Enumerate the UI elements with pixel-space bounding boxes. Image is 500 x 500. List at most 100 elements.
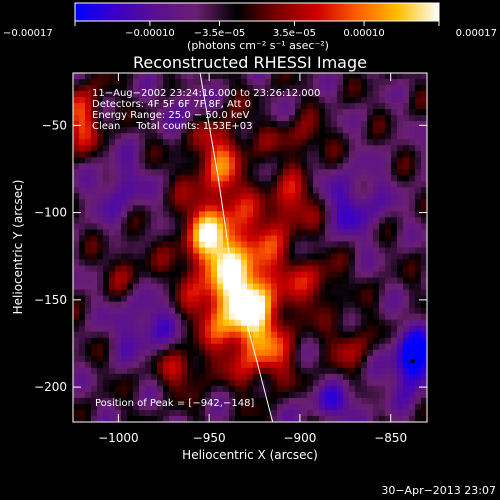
heatmap-cell [169, 253, 176, 261]
heatmap-cell [223, 397, 230, 405]
heatmap-cell [421, 193, 427, 200]
heatmap-cell [259, 205, 266, 212]
heatmap-cell [325, 331, 332, 339]
heatmap-cell [373, 193, 380, 200]
heatmap-cell [331, 355, 338, 363]
heatmap-cell [175, 265, 182, 273]
heatmap-cell [373, 307, 380, 315]
heatmap-cell [319, 181, 326, 188]
heatmap-cell [259, 247, 266, 255]
heatmap-cell [421, 361, 427, 369]
heatmap-cell [415, 265, 422, 273]
heatmap-cell [247, 85, 254, 92]
heatmap-cell [109, 361, 116, 369]
heatmap-cell [181, 247, 188, 255]
heatmap-cell [289, 241, 296, 249]
heatmap-cell [73, 175, 80, 182]
heatmap-cell [289, 139, 296, 146]
heatmap-cell [109, 157, 116, 164]
heatmap-cell [223, 169, 230, 176]
heatmap-cell [79, 169, 86, 176]
heatmap-cell [223, 127, 230, 134]
heatmap-cell [361, 259, 368, 267]
heatmap-cell [403, 97, 410, 104]
heatmap-cell [157, 367, 164, 375]
heatmap-cell [301, 115, 308, 122]
heatmap-cell [325, 211, 332, 219]
heatmap-cell [97, 235, 104, 243]
heatmap-cell [175, 223, 182, 231]
heatmap-cell [91, 121, 98, 128]
heatmap-cell [253, 271, 260, 279]
heatmap-cell [355, 415, 362, 422]
heatmap-cell [397, 241, 404, 249]
heatmap-cell [97, 319, 104, 327]
heatmap-cell [355, 385, 362, 393]
heatmap-cell [295, 187, 302, 194]
heatmap-cell [319, 91, 326, 98]
heatmap-cell [175, 253, 182, 261]
heatmap-cell [391, 409, 398, 417]
heatmap-cell [283, 139, 290, 146]
heatmap-cell [313, 367, 320, 375]
heatmap-cell [289, 295, 296, 303]
heatmap-cell [271, 337, 278, 345]
heatmap-cell [307, 289, 314, 297]
heatmap-cell [295, 259, 302, 267]
heatmap-cell [343, 127, 350, 134]
heatmap-cell [121, 151, 128, 158]
heatmap-cell [361, 163, 368, 170]
heatmap-cell [97, 253, 104, 261]
heatmap-cell [343, 79, 350, 86]
heatmap-cell [265, 355, 272, 363]
heatmap-cell [109, 127, 116, 134]
heatmap-cell [247, 151, 254, 158]
heatmap-cell [187, 409, 194, 417]
heatmap-cell [103, 211, 110, 219]
heatmap-cell [169, 307, 176, 315]
heatmap-cell [97, 139, 104, 146]
heatmap-cell [361, 175, 368, 182]
heatmap-cell [235, 121, 242, 128]
heatmap-cell [181, 133, 188, 140]
heatmap-cell [235, 163, 242, 170]
heatmap-cell [97, 91, 104, 98]
heatmap-cell [331, 217, 338, 225]
heatmap-cell [421, 319, 427, 327]
heatmap-cell [235, 349, 242, 357]
heatmap-cell [397, 355, 404, 363]
heatmap-cell [229, 145, 236, 152]
heatmap-cell [259, 385, 266, 393]
heatmap-cell [145, 73, 152, 80]
heatmap-cell [217, 79, 224, 86]
heatmap-cell [139, 415, 146, 422]
heatmap-cell [409, 187, 416, 194]
heatmap-cell [223, 373, 230, 381]
heatmap-cell [193, 277, 200, 285]
heatmap-cell [97, 79, 104, 86]
heatmap-cell [85, 103, 92, 110]
heatmap-cell [349, 193, 356, 200]
heatmap-cell [103, 277, 110, 285]
heatmap-cell [235, 415, 242, 422]
heatmap-cell [259, 361, 266, 369]
heatmap-cell [397, 175, 404, 182]
heatmap-cell [253, 313, 260, 321]
heatmap-cell [223, 349, 230, 357]
heatmap-cell [151, 391, 158, 399]
heatmap-cell [421, 103, 427, 110]
heatmap-cell [211, 235, 218, 243]
heatmap-cell [289, 97, 296, 104]
heatmap-cell [115, 97, 122, 104]
heatmap-cell [343, 385, 350, 393]
heatmap-cell [241, 175, 248, 182]
heatmap-cell [211, 373, 218, 381]
heatmap-cell [211, 229, 218, 237]
heatmap-cell [91, 91, 98, 98]
heatmap-cell [175, 409, 182, 417]
heatmap-cell [241, 229, 248, 237]
heatmap-cell [253, 97, 260, 104]
heatmap-cell [115, 403, 122, 411]
heatmap-cell [115, 331, 122, 339]
